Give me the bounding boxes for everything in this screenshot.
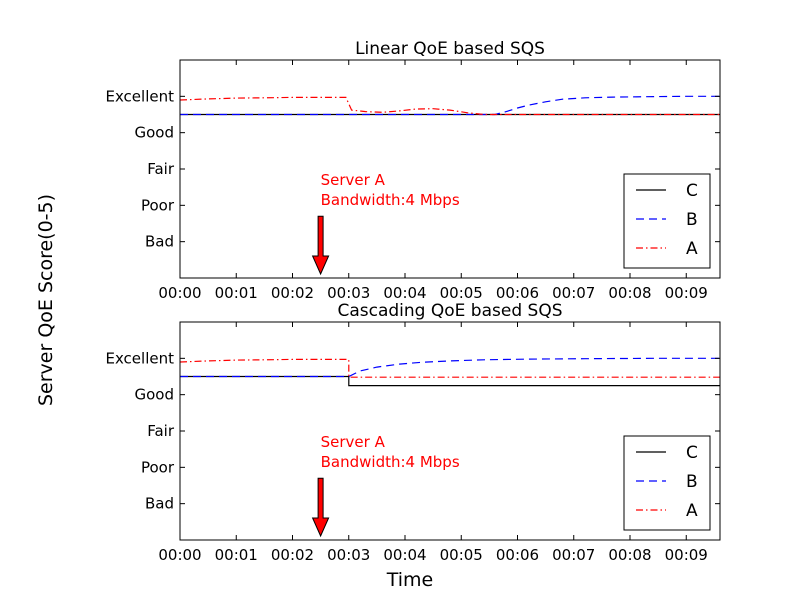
legend-label-A: A (686, 239, 698, 259)
x-tick-label: 00:00 (158, 546, 201, 564)
x-tick-label: 00:00 (158, 284, 201, 302)
annotation-arrow (311, 215, 330, 276)
series-line-A (180, 358, 720, 378)
y-tick-label: Bad (145, 233, 174, 251)
annotation-arrow (311, 477, 330, 538)
chart-panel-2: Cascading QoE based SQS 00:00 00:01 00:02 00… (105, 301, 721, 564)
legend-label-A: A (686, 501, 698, 521)
x-tick-label: 00:09 (665, 546, 708, 564)
figure-xlabel: Time (386, 569, 434, 591)
series-line-B (180, 95, 720, 116)
annotation-line2: Bandwidth:4 Mbps (321, 191, 460, 209)
y-tick-label: Good (135, 124, 175, 142)
annotation-line2: Bandwidth:4 Mbps (321, 453, 460, 471)
legend-label-B: B (686, 472, 698, 492)
x-tick-label: 00:02 (271, 284, 314, 302)
x-tick-label: 00:03 (327, 284, 370, 302)
x-tick-label: 00:04 (383, 284, 426, 302)
x-tick-label: 00:01 (215, 546, 258, 564)
chart-title: Cascading QoE based SQS (337, 301, 562, 321)
x-tick-label: 00:06 (496, 546, 539, 564)
x-tick-label: 00:08 (608, 546, 651, 564)
y-tick-label: Fair (147, 160, 175, 178)
y-tick-label: Good (135, 386, 175, 404)
legend-label-B: B (686, 210, 698, 230)
chart-title: Linear QoE based SQS (355, 39, 545, 59)
y-tick-label: Poor (141, 458, 175, 476)
legend: CBA (623, 435, 711, 531)
x-tick-label: 00:04 (383, 546, 426, 564)
x-tick-label: 00:05 (440, 546, 483, 564)
x-tick-label: 00:07 (552, 284, 595, 302)
x-tick-label: 00:05 (440, 284, 483, 302)
legend-label-C: C (686, 443, 698, 463)
x-tick-label: 00:02 (271, 546, 314, 564)
x-tick-label: 00:08 (608, 284, 651, 302)
legend: CBA (623, 173, 711, 269)
chart-panel-1: Linear QoE based SQS 00:00 00:01 00:02 00:03… (105, 39, 721, 302)
x-tick-label: 00:03 (327, 546, 370, 564)
y-tick-label: Poor (141, 196, 175, 214)
x-tick-label: 00:07 (552, 546, 595, 564)
figure-ylabel: Server QoE Score(0-5) (35, 194, 57, 406)
x-tick-label: 00:09 (665, 284, 708, 302)
y-tick-label: Excellent (105, 87, 174, 105)
series-line-A (180, 96, 720, 116)
legend-label-C: C (686, 181, 698, 201)
annotation-line1: Server A (321, 433, 386, 451)
y-tick-label: Fair (147, 422, 175, 440)
series-line-B (180, 357, 720, 378)
annotation-line1: Server A (321, 171, 386, 189)
series-group (180, 95, 720, 116)
y-tick-label: Bad (145, 495, 174, 513)
x-tick-label: 00:01 (215, 284, 258, 302)
series-group (180, 357, 720, 387)
y-tick-label: Excellent (105, 349, 174, 367)
x-tick-label: 00:06 (496, 284, 539, 302)
